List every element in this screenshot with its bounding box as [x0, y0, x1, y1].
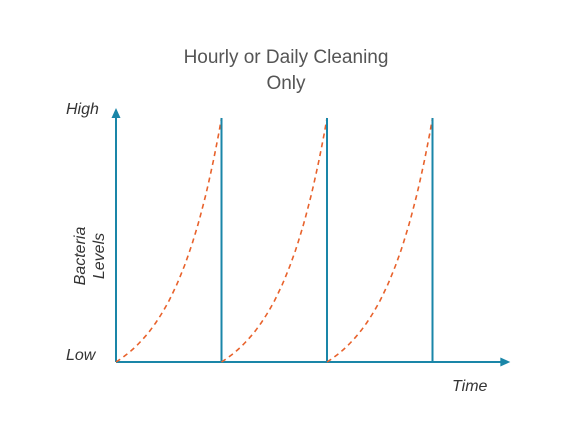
growth-curve-3	[326, 117, 434, 363]
chart-title-line-2: Only	[266, 73, 306, 94]
y-low-label: Low	[66, 347, 97, 364]
plot-area	[111, 108, 511, 367]
growth-curve-2	[221, 117, 328, 363]
y-high-label: High	[66, 101, 99, 118]
y-axis-title-line-1: Bacteria	[72, 227, 89, 286]
y-axis-arrow	[111, 108, 121, 118]
x-axis-arrow	[500, 357, 511, 367]
growth-curve-1	[115, 117, 223, 363]
y-axis-title-line-2: Levels	[91, 233, 108, 279]
x-axis-label: Time	[452, 378, 488, 395]
chart-title-line-1: Hourly or Daily Cleaning	[184, 47, 389, 68]
y-axis-title: Bacteria Levels	[72, 227, 108, 286]
